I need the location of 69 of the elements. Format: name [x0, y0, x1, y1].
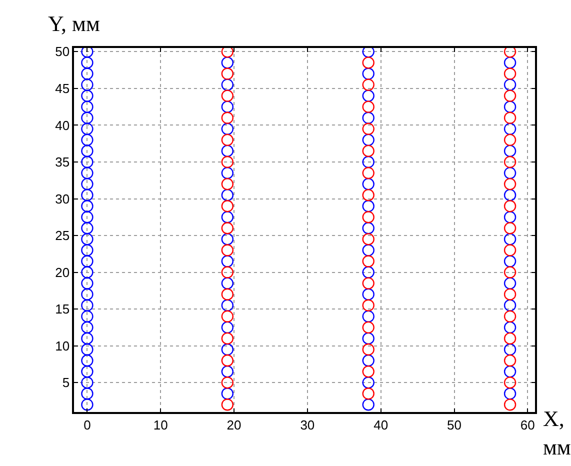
point [221, 68, 234, 80]
point [362, 255, 374, 268]
point [504, 354, 516, 367]
point [221, 156, 234, 168]
point [504, 178, 516, 190]
x-tick-label: 30 [300, 417, 315, 432]
point [221, 376, 234, 389]
point [504, 112, 516, 124]
point [504, 134, 516, 146]
point [504, 222, 516, 234]
point [221, 178, 234, 190]
point [362, 188, 374, 202]
point [221, 222, 234, 234]
point [221, 310, 234, 322]
point [221, 200, 234, 212]
y-tick-label: 25 [55, 228, 70, 244]
point [362, 365, 374, 378]
point [221, 134, 234, 146]
x-tick-label: 60 [520, 417, 535, 432]
x-tick-label: 50 [447, 417, 462, 432]
y-axis-title: Y, мм [48, 11, 100, 36]
point [504, 90, 516, 102]
y-tick-label: 45 [55, 80, 70, 96]
point [504, 398, 516, 411]
point [504, 332, 516, 345]
point [221, 332, 234, 345]
point [504, 310, 516, 322]
y-tick-label: 30 [55, 191, 70, 206]
point [362, 144, 374, 158]
y-tick-label: 50 [55, 44, 70, 60]
point [504, 156, 516, 168]
x-axis-title: X, мм [543, 406, 571, 460]
point [362, 211, 374, 224]
point [362, 166, 374, 180]
x-tick-label: 10 [153, 417, 168, 432]
point [504, 376, 516, 389]
point [362, 100, 374, 113]
point [504, 244, 516, 256]
point [221, 90, 234, 102]
x-tick-label: 20 [226, 417, 242, 432]
point [221, 354, 234, 367]
point [362, 321, 374, 334]
point [221, 398, 234, 411]
y-tick-label: 20 [55, 264, 70, 280]
point [362, 277, 374, 290]
point [504, 200, 516, 212]
point [221, 244, 234, 256]
point [362, 299, 374, 312]
point [221, 266, 234, 278]
x-tick-label: 0 [84, 417, 91, 432]
point [504, 68, 516, 80]
y-tick-label: 15 [55, 302, 70, 317]
x-tick-label: 40 [374, 417, 388, 432]
point [504, 266, 516, 278]
y-tick-label: 40 [55, 118, 70, 133]
point [362, 388, 374, 400]
y-tick-label: 5 [62, 375, 70, 390]
y-tick-label: 10 [55, 338, 70, 354]
point [362, 122, 374, 135]
point [362, 56, 374, 69]
point [221, 288, 234, 300]
point [504, 288, 516, 300]
point [362, 343, 374, 356]
point [221, 48, 234, 58]
point [362, 233, 374, 246]
point [362, 78, 374, 91]
point [504, 48, 516, 58]
point [221, 112, 234, 124]
y-tick-label: 35 [55, 154, 70, 170]
